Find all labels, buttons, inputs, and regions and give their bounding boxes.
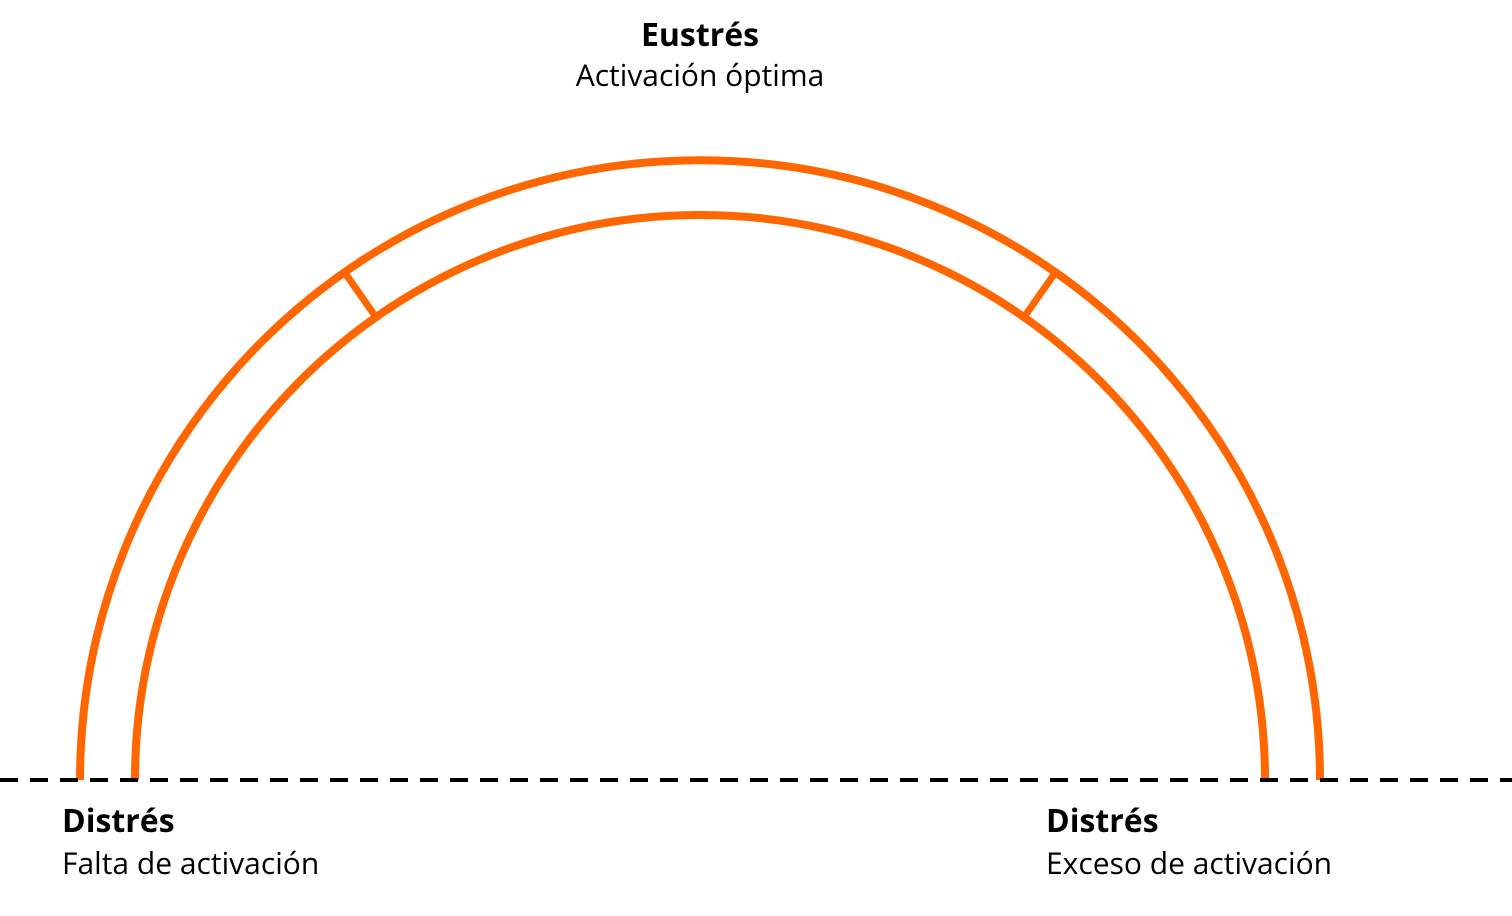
label-distres-left-subtitle: Falta de activación [62, 842, 319, 883]
label-eustres-title: Eustrés [641, 13, 759, 56]
label-distres-left-title: Distrés [62, 799, 175, 842]
label-distres-right-title: Distrés [1046, 799, 1159, 842]
label-eustres-subtitle: Activación óptima [576, 54, 825, 95]
label-distres-right-subtitle: Exceso de activación [1046, 842, 1332, 883]
stress-arc-diagram: Eustrés Activación óptima Distrés Falta … [0, 0, 1512, 916]
